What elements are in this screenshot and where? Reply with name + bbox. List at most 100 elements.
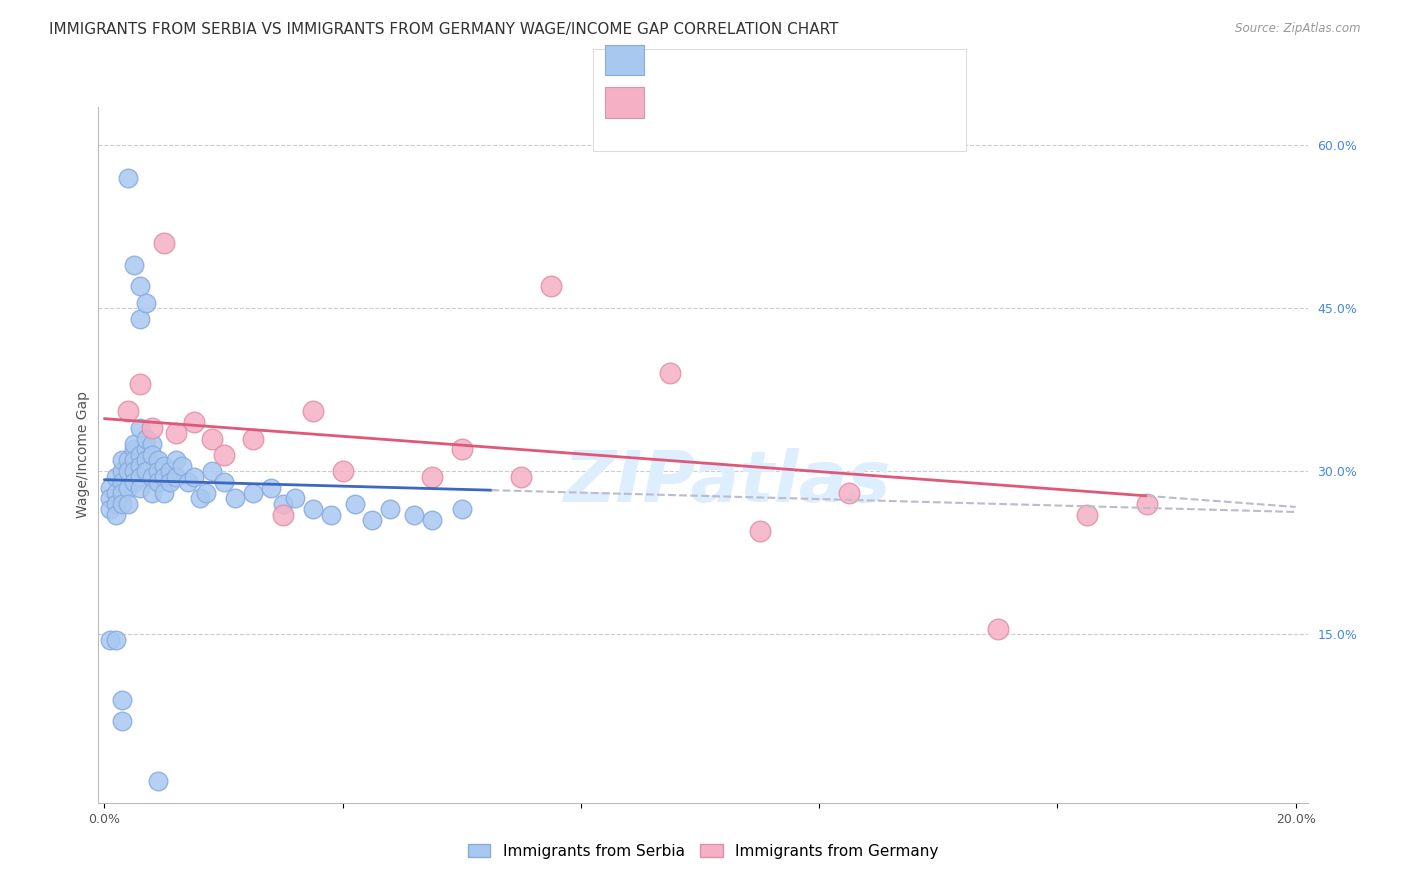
Point [117, 464, 139, 478]
Point [420, 513, 443, 527]
Point [129, 458, 152, 473]
Point [105, 469, 128, 483]
Point [129, 377, 152, 392]
Point [129, 448, 152, 462]
Point [111, 464, 134, 478]
Point [129, 421, 152, 435]
Point [420, 469, 443, 483]
Point [141, 448, 163, 462]
Text: R = -0.027   N = 74: R = -0.027 N = 74 [655, 53, 806, 67]
Point [343, 497, 366, 511]
Point [380, 502, 402, 516]
Point [838, 486, 860, 500]
Point [1136, 497, 1159, 511]
Point [540, 279, 562, 293]
Point [141, 421, 163, 435]
Point [659, 367, 682, 381]
Point [188, 491, 211, 506]
Point [111, 497, 134, 511]
Point [141, 469, 163, 483]
Point [122, 453, 145, 467]
Point [302, 502, 325, 516]
Point [212, 448, 235, 462]
Point [117, 404, 139, 418]
Point [165, 426, 187, 441]
Point [404, 508, 426, 522]
Point [332, 464, 354, 478]
Text: R = -0.298   N = 22: R = -0.298 N = 22 [655, 95, 806, 110]
Point [200, 464, 222, 478]
Point [183, 469, 205, 483]
Point [141, 437, 163, 451]
Point [159, 464, 181, 478]
Point [117, 453, 139, 467]
Point [170, 458, 193, 473]
Point [146, 464, 169, 478]
Point [98, 481, 121, 495]
Point [242, 486, 264, 500]
Point [450, 442, 472, 457]
Point [129, 312, 152, 326]
Point [122, 464, 145, 478]
Y-axis label: Wage/Income Gap: Wage/Income Gap [76, 392, 90, 518]
Point [122, 442, 145, 457]
Point [105, 508, 128, 522]
Point [117, 481, 139, 495]
Point [122, 475, 145, 489]
Point [361, 513, 384, 527]
Text: ZIPatlas: ZIPatlas [564, 449, 891, 517]
Point [284, 491, 307, 506]
Point [153, 469, 176, 483]
Point [987, 622, 1010, 636]
Point [271, 497, 294, 511]
Point [98, 632, 121, 647]
Point [117, 170, 139, 185]
Point [105, 486, 128, 500]
Point [146, 774, 169, 789]
Point [153, 486, 176, 500]
Point [135, 442, 157, 457]
Point [111, 692, 134, 706]
Point [153, 235, 176, 250]
Point [111, 453, 134, 467]
Point [302, 404, 325, 418]
Point [129, 481, 152, 495]
Point [122, 437, 145, 451]
Text: IMMIGRANTS FROM SERBIA VS IMMIGRANTS FROM GERMANY WAGE/INCOME GAP CORRELATION CH: IMMIGRANTS FROM SERBIA VS IMMIGRANTS FRO… [49, 22, 839, 37]
Point [141, 486, 163, 500]
Point [135, 295, 157, 310]
Point [165, 469, 187, 483]
Point [260, 481, 283, 495]
Point [135, 453, 157, 467]
Point [183, 415, 205, 429]
Point [117, 497, 139, 511]
Point [271, 508, 294, 522]
Point [98, 502, 121, 516]
Point [135, 432, 157, 446]
Point [748, 524, 770, 538]
Point [159, 475, 181, 489]
Point [146, 453, 169, 467]
Point [105, 632, 128, 647]
Point [1076, 508, 1098, 522]
Point [135, 464, 157, 478]
Point [146, 475, 169, 489]
Point [122, 258, 145, 272]
Point [224, 491, 246, 506]
Point [194, 486, 217, 500]
Point [129, 279, 152, 293]
Point [450, 502, 472, 516]
Point [98, 491, 121, 506]
Point [319, 508, 342, 522]
Text: Source: ZipAtlas.com: Source: ZipAtlas.com [1236, 22, 1361, 36]
Point [111, 486, 134, 500]
Point [153, 458, 176, 473]
Point [200, 432, 222, 446]
Point [242, 432, 264, 446]
Point [105, 497, 128, 511]
Point [510, 469, 533, 483]
Point [212, 475, 235, 489]
Point [111, 475, 134, 489]
Point [111, 714, 134, 729]
Legend: Immigrants from Serbia, Immigrants from Germany: Immigrants from Serbia, Immigrants from … [461, 838, 945, 864]
